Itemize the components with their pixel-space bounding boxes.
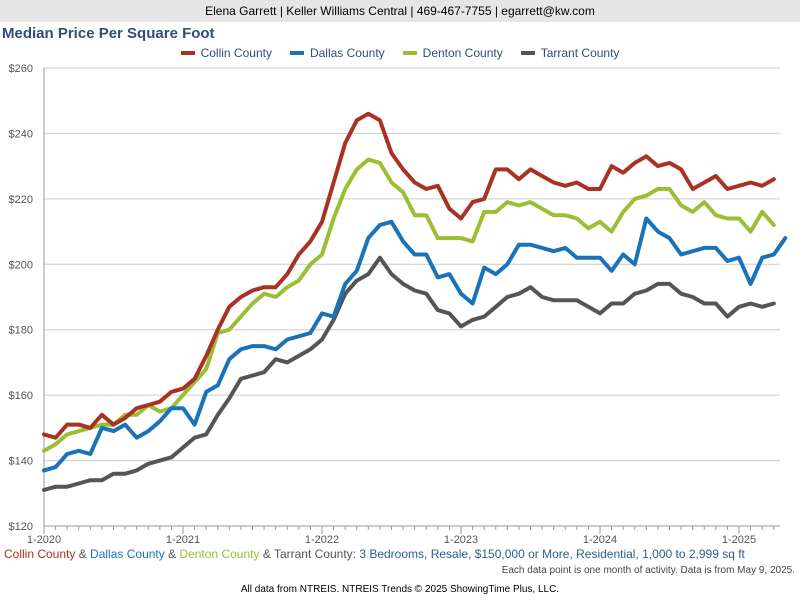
chart-legend: Collin County Dallas County Denton County T… [0, 46, 800, 60]
x-tick-label: 1-2021 [166, 534, 200, 546]
x-tick-label: 1-2025 [722, 534, 756, 546]
legend-label: Denton County [422, 46, 503, 60]
legend-label: Dallas County [309, 46, 385, 60]
y-tick-label: $200 [9, 259, 33, 271]
subtitle-segment: & [259, 547, 274, 561]
x-tick-label: 1-2024 [583, 534, 617, 546]
y-tick-label: $240 [9, 128, 33, 140]
legend-label: Collin County [200, 46, 272, 60]
data-note: Each data point is one month of activity… [501, 565, 795, 576]
legend-item: Tarrant County [520, 46, 620, 60]
legend-swatch [180, 51, 195, 55]
legend-item: Denton County [402, 46, 503, 60]
series-line-collin-county [42, 111, 776, 440]
series-line-dallas-county [42, 216, 788, 473]
legend-swatch [289, 51, 304, 55]
subtitle-segment: & [75, 547, 91, 561]
y-tick-label: $260 [9, 63, 33, 75]
chart-subtitle: Collin County & Dallas County & Denton C… [4, 547, 800, 561]
subtitle-segment: Dallas County [90, 547, 165, 561]
y-tick-label: $120 [9, 521, 33, 533]
x-tick-label: 1-2020 [27, 534, 61, 546]
x-tick-label: 1-2022 [305, 534, 339, 546]
footer-credit: All data from NTREIS. NTREIS Trends © 20… [240, 584, 560, 595]
y-tick-label: $140 [9, 456, 33, 468]
subtitle-segment: Tarrant County [273, 547, 353, 561]
y-tick-label: $220 [9, 194, 33, 206]
chart-title: Median Price Per Square Foot [2, 25, 215, 42]
legend-item: Dallas County [289, 46, 385, 60]
y-tick-label: $180 [9, 325, 33, 337]
x-tick-label: 1-2023 [444, 534, 478, 546]
subtitle-segment: Denton County [179, 547, 260, 561]
agent-contact-text: Elena Garrett | Keller Williams Central … [205, 4, 595, 18]
agent-contact-bar: Elena Garrett | Keller Williams Central … [0, 0, 800, 22]
subtitle-segment: & [164, 547, 180, 561]
legend-swatch [402, 51, 417, 55]
subtitle-segment: : 3 Bedrooms, Resale, $150,000 or More, … [352, 547, 745, 561]
subtitle-segment: Collin County [4, 547, 76, 561]
series-line-tarrant-county [42, 255, 776, 492]
series-line-denton-county [42, 157, 776, 453]
legend-swatch [520, 51, 535, 55]
legend-item: Collin County [180, 46, 272, 60]
legend-label: Tarrant County [540, 46, 620, 60]
y-tick-label: $160 [9, 390, 33, 402]
